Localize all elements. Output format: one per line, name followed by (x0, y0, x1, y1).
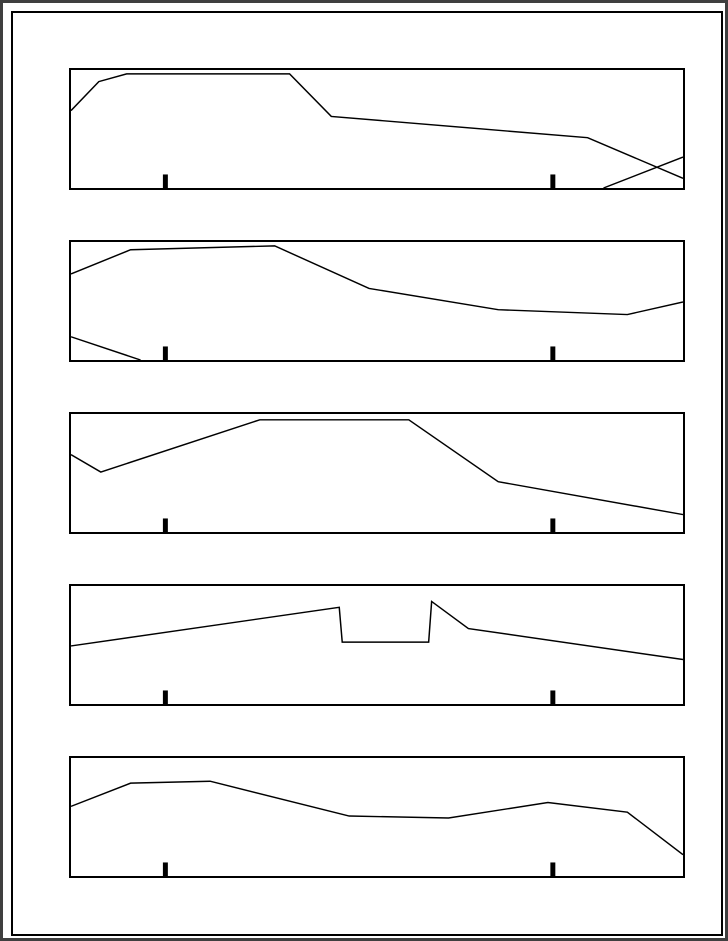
profile-4-profile-line (71, 601, 683, 659)
profile-3 (69, 412, 685, 534)
profile-4-svg (71, 586, 683, 704)
profile-2-profile-line (71, 246, 683, 315)
profile-2 (69, 240, 685, 362)
profile-2-profile-extra-0 (71, 337, 141, 360)
profile-2-tick-0 (163, 346, 168, 360)
profile-5-tick-0 (163, 862, 168, 876)
profile-5-tick-1 (550, 862, 555, 876)
profile-4-tick-0 (163, 690, 168, 704)
profile-5-svg (71, 758, 683, 876)
outer-frame (0, 0, 728, 941)
page-frame (11, 11, 723, 936)
profile-4 (69, 584, 685, 706)
profile-5-profile-line (71, 781, 683, 855)
profile-1-tick-1 (550, 174, 555, 188)
profile-2-tick-1 (550, 346, 555, 360)
profile-1-svg (71, 70, 683, 188)
profile-3-svg (71, 414, 683, 532)
profile-3-profile-line (71, 420, 683, 515)
profile-1-profile-line (71, 74, 683, 178)
profile-5 (69, 756, 685, 878)
profile-4-tick-1 (550, 690, 555, 704)
profile-3-tick-1 (550, 518, 555, 532)
profile-3-tick-0 (163, 518, 168, 532)
profile-1 (69, 68, 685, 190)
profile-1-tick-0 (163, 174, 168, 188)
profile-2-svg (71, 242, 683, 360)
